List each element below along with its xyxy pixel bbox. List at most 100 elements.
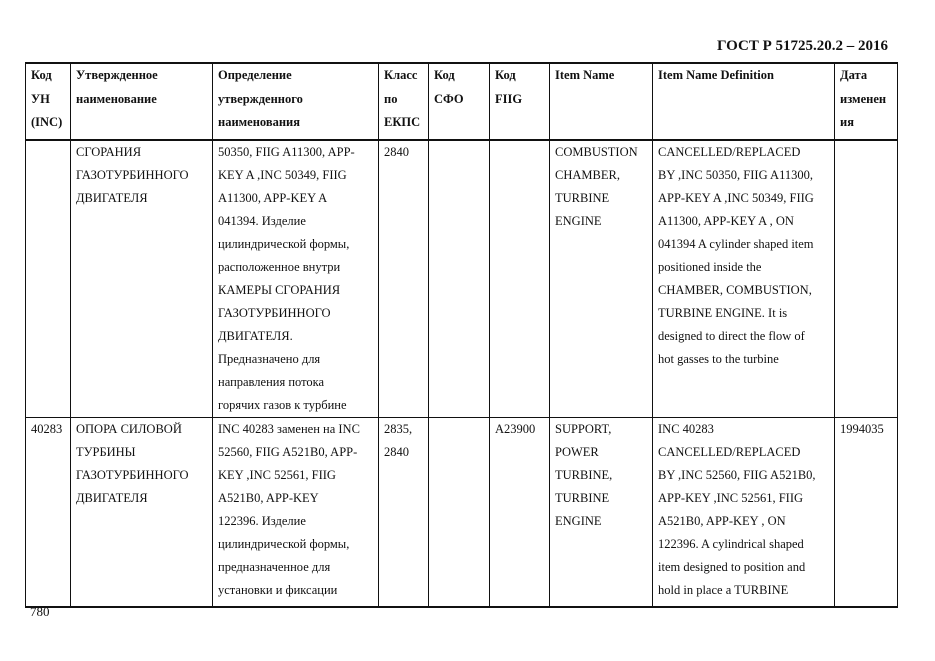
column-header-change-date: Дата изменен ия <box>834 62 898 141</box>
header-text-line: Определение <box>218 68 292 82</box>
cell-text-line: KEY A ,INC 50349, FIIG <box>218 168 347 182</box>
cell-text-line: designed to direct the flow of <box>658 329 805 343</box>
cell-text-line: CHAMBER, COMBUSTION, <box>658 283 812 297</box>
column-header-item-name: Item Name <box>549 62 653 141</box>
cell-text-line: Предназначено для <box>218 352 321 366</box>
cell-text-line: 2835, <box>384 422 413 436</box>
cell-text-line: hold in place a TURBINE <box>658 583 789 597</box>
cell-text-line: ДВИГАТЕЛЯ <box>76 491 148 505</box>
cell-text-line: BY ,INC 52560, FIIG A521B0, <box>658 468 816 482</box>
cell-text-line: 40283 <box>31 422 63 436</box>
cell-fiig-code <box>489 139 550 418</box>
column-header-item-name-definition: Item Name Definition <box>652 62 835 141</box>
cell-text-line: CANCELLED/REPLACED <box>658 445 801 459</box>
cell-text-line: ENGINE <box>555 514 602 528</box>
cell-text-line: направления потока <box>218 375 325 389</box>
cell-text-line: APP-KEY A ,INC 50349, FIIG <box>658 191 814 205</box>
header-text-line: Класс <box>384 68 418 82</box>
cell-text-line: ОПОРА СИЛОВОЙ <box>76 422 182 436</box>
cell-text-line: TURBINE <box>555 191 610 205</box>
header-text-line: наименования <box>218 115 301 129</box>
inc-table: Код УН (INC) Утвержденное наименование Опреде… <box>25 62 898 608</box>
cell-inc-code: 40283 <box>25 417 71 608</box>
header-text-line: FIIG <box>495 91 523 106</box>
table-row: 40283 ОПОРА СИЛОВОЙ ТУРБИНЫ ГАЗОТУРБИННОГО Д… <box>25 417 898 608</box>
header-text-line: по <box>384 91 398 106</box>
column-header-approved-name: Утвержденное наименование <box>70 62 213 141</box>
cell-name-definition: 50350, FIIG A11300, APP- KEY A ,INC 50349… <box>212 139 379 418</box>
page-number: 780 <box>30 604 50 619</box>
cell-text-line: TURBINE, <box>555 468 613 482</box>
cell-text-line: 2840 <box>384 445 409 459</box>
cell-text-line: hot gasses to the turbine <box>658 352 779 366</box>
cell-text-line: BY ,INC 50350, FIIG A11300, <box>658 168 813 182</box>
cell-text-line: КАМЕРЫ СГОРАНИЯ <box>218 283 341 297</box>
cell-text-line: 52560, FIIG A521B0, APP- <box>218 445 358 459</box>
cell-text-line: TURBINE ENGINE. It is <box>658 306 788 320</box>
cell-text-line: TURBINE <box>555 491 610 505</box>
header-text-line: СФО <box>434 91 464 106</box>
cell-text-line: item designed to position and <box>658 560 806 574</box>
cell-text-line: цилиндрической формы, <box>218 237 350 251</box>
cell-text-line: SUPPORT, <box>555 422 612 436</box>
cell-text-line: ДВИГАТЕЛЯ <box>76 191 148 205</box>
cell-item-name-definition: INC 40283 CANCELLED/REPLACED BY ,INC 52560… <box>652 417 835 608</box>
cell-text-line: 041394 A cylinder shaped item <box>658 237 814 251</box>
cell-text-line: горячих газов к турбине <box>218 398 347 412</box>
header-text-line: (INC) <box>31 115 63 129</box>
cell-text-line: ГАЗОТУРБИННОГО <box>76 468 189 482</box>
cell-change-date <box>834 139 898 418</box>
document-title: ГОСТ Р 51725.20.2 – 2016 <box>716 38 888 54</box>
cell-fiig-code: A23900 <box>489 417 550 608</box>
column-header-sfo-code: Код СФО <box>428 62 490 141</box>
table-header-row: Код УН (INC) Утвержденное наименование Опреде… <box>25 62 898 141</box>
cell-text-line: A521B0, APP-KEY , ON <box>658 514 786 528</box>
header-text-line: ЕКПС <box>384 115 421 129</box>
table-row: СГОРАНИЯ ГАЗОТУРБИННОГО ДВИГАТЕЛЯ 50350, FI… <box>25 139 898 418</box>
cell-text-line: INC 40283 заменен на INC <box>218 422 360 436</box>
cell-text-line: СГОРАНИЯ <box>76 145 142 159</box>
cell-text-line: установки и фиксации <box>218 583 338 597</box>
cell-text-line: A23900 <box>495 422 536 436</box>
cell-text-line: A521B0, APP-KEY <box>218 491 319 505</box>
cell-inc-code <box>25 139 71 418</box>
cell-text-line: CHAMBER, <box>555 168 620 182</box>
column-header-fiig-code: Код FIIG <box>489 62 550 141</box>
cell-text-line: 041394. Изделие <box>218 214 306 228</box>
cell-text-line: KEY ,INC 52561, FIIG <box>218 468 336 482</box>
cell-change-date: 1994035 <box>834 417 898 608</box>
header-text-line: утвержденного <box>218 91 303 106</box>
column-header-ekps-class: Класс по ЕКПС <box>378 62 429 141</box>
cell-text-line: COMBUSTION <box>555 145 638 159</box>
header-text-line: Код <box>31 68 52 82</box>
header-text-line: Утвержденное <box>76 68 158 82</box>
column-header-name-definition: Определение утвержденного наименования <box>212 62 379 141</box>
cell-text-line: positioned inside the <box>658 260 762 274</box>
header-text-line: ия <box>840 115 854 129</box>
header-text-line: УН <box>31 91 50 106</box>
cell-text-line: 2840 <box>384 145 409 159</box>
header-text-line: Item Name Definition <box>658 68 774 82</box>
cell-text-line: A11300, APP-KEY A , ON <box>658 214 794 228</box>
header-text-line: Код <box>495 68 516 82</box>
cell-ekps-class: 2835, 2840 <box>378 417 429 608</box>
cell-text-line: 122396. Изделие <box>218 514 306 528</box>
cell-approved-name: СГОРАНИЯ ГАЗОТУРБИННОГО ДВИГАТЕЛЯ <box>70 139 213 418</box>
cell-sfo-code <box>428 139 490 418</box>
cell-text-line: ТУРБИНЫ <box>76 445 136 459</box>
cell-text-line: 50350, FIIG A11300, APP- <box>218 145 355 159</box>
cell-text-line: APP-KEY ,INC 52561, FIIG <box>658 491 804 505</box>
cell-item-name-definition: CANCELLED/REPLACED BY ,INC 50350, FIIG A1… <box>652 139 835 418</box>
cell-text-line: расположенное внутри <box>218 260 341 274</box>
cell-text-line: ГАЗОТУРБИННОГО <box>218 306 331 320</box>
header-text-line: наименование <box>76 91 157 106</box>
cell-item-name: COMBUSTION CHAMBER, TURBINE ENGINE <box>549 139 653 418</box>
header-text-line: изменен <box>840 91 887 106</box>
cell-text-line: ДВИГАТЕЛЯ. <box>218 329 293 343</box>
cell-text-line: 1994035 <box>840 422 884 436</box>
cell-text-line: ENGINE <box>555 214 602 228</box>
cell-text-line: POWER <box>555 445 599 459</box>
cell-sfo-code <box>428 417 490 608</box>
cell-text-line: CANCELLED/REPLACED <box>658 145 801 159</box>
cell-text-line: 122396. A cylindrical shaped <box>658 537 804 551</box>
